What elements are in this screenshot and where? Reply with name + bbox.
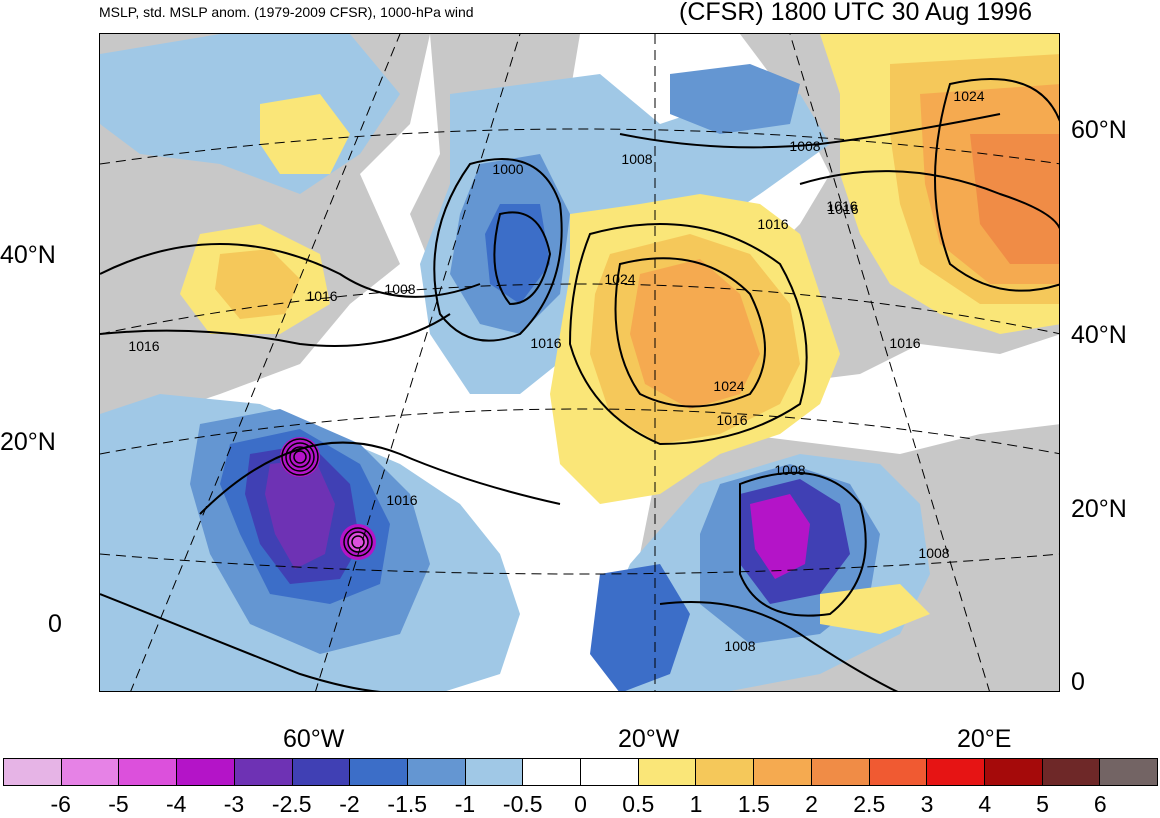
contour-label: 1016: [716, 412, 747, 428]
colorbar-swatch: [177, 759, 235, 785]
colorbar-tick-label: 4: [978, 791, 992, 817]
colorbar-tick-label: -1: [454, 791, 476, 817]
map-subtitle: MSLP, std. MSLP anom. (1979-2009 CFSR), …: [99, 4, 474, 20]
colorbar-swatch: [407, 759, 466, 785]
hurricane-rings-north: [281, 438, 319, 476]
colorbar-swatch: [869, 759, 928, 785]
colorbar-tick-label: 5: [1036, 791, 1049, 817]
colorbar-swatch: [638, 759, 697, 785]
lat-label-right: 40°N: [1071, 321, 1127, 349]
colorbar-swatch: [119, 759, 178, 785]
colorbar-tick-label: 1.5: [737, 791, 770, 817]
hurricane-rings-south: [343, 527, 373, 557]
contour-label: 1000: [492, 161, 523, 177]
contour-label: 1008: [918, 545, 949, 561]
colorbar-tick-label: -0.5: [502, 791, 543, 817]
contour-label-group: 1024 1008 1000 1008 1016 1016 1016 1008 …: [128, 88, 984, 654]
colorbar-swatch: [523, 759, 582, 785]
isobar-contours: [100, 78, 1059, 691]
map-title: (CFSR) 1800 UTC 30 Aug 1996: [679, 0, 1032, 26]
colorbar-swatch: [61, 759, 120, 785]
contour-label: 1016: [889, 335, 920, 351]
colorbar-swatch: [811, 759, 870, 785]
contour-label: 1008: [789, 138, 820, 154]
lon-label: 60°W: [283, 725, 345, 753]
contour-label: 1024: [713, 378, 744, 394]
colorbar-swatch: [984, 759, 1043, 785]
colorbar-tick-label: 6: [1093, 791, 1107, 817]
colorbar-swatch: [4, 759, 62, 785]
colorbar-swatch: [581, 759, 639, 785]
graticule-lines: [100, 34, 1059, 691]
colorbar-swatch: [1042, 759, 1101, 785]
colorbar-swatch: [350, 759, 408, 785]
lat-label-right: 60°N: [1071, 116, 1127, 144]
contour-label: 1008: [621, 151, 652, 167]
colorbar-tick-label: 1: [689, 791, 703, 817]
positive-anomaly-layer: [180, 34, 1059, 634]
colorbar-tick-label: -2.5: [271, 791, 312, 817]
lon-label: 20°E: [957, 725, 1012, 753]
map-canvas: 1024 1008 1000 1008 1016 1016 1016 1008 …: [100, 34, 1059, 691]
contour-label: 1016: [530, 335, 561, 351]
contour-label: 1008: [774, 462, 805, 478]
colorbar-tick-label: 0.5: [622, 791, 655, 817]
contour-label: 1016: [386, 492, 417, 508]
colorbar-swatch: [234, 759, 293, 785]
colorbar-tick-label: -6: [50, 791, 71, 817]
map-panel: 1024 1008 1000 1008 1016 1016 1016 1008 …: [99, 33, 1060, 692]
colorbar-tick-label: -1.5: [387, 791, 428, 817]
colorbar-swatch: [292, 759, 351, 785]
contour-label: 1016: [827, 201, 858, 217]
contour-label: 1016: [128, 338, 159, 354]
colorbar-swatch: [1100, 759, 1158, 785]
lat-label-left: 40°N: [0, 241, 56, 269]
lat-label-left: 0: [48, 610, 62, 638]
colorbar-swatch: [696, 759, 755, 785]
contour-label: 1016: [757, 216, 788, 232]
colorbar-tick-label: 3: [920, 791, 934, 817]
lon-label: 20°W: [618, 725, 680, 753]
lat-label-right: 20°N: [1071, 495, 1127, 523]
colorbar-tick-label: 2.5: [853, 791, 886, 817]
colorbar-tick-label: 0: [574, 791, 587, 817]
contour-label: 1024: [604, 271, 635, 287]
colorbar-tick-label: -4: [166, 791, 187, 817]
colorbar-tick-label: -3: [223, 791, 245, 817]
contour-label: 1016: [826, 198, 857, 214]
contour-label: 1024: [953, 88, 984, 104]
contour-label: 1008: [724, 638, 755, 654]
colorbar-swatch: [754, 759, 812, 785]
colorbar-tick-label: -5: [108, 791, 129, 817]
contour-label: 1016: [306, 288, 337, 304]
colorbar-swatch: [465, 759, 524, 785]
colorbar-tick-label: -2: [339, 791, 360, 817]
colorbar-swatch: [927, 759, 985, 785]
lat-label-right: 0: [1071, 668, 1085, 696]
lat-label-left: 20°N: [0, 428, 56, 456]
colorbar-tick-label: 2: [805, 791, 818, 817]
anomaly-colorbar: [3, 758, 1158, 786]
contour-label: 1008: [384, 281, 415, 297]
